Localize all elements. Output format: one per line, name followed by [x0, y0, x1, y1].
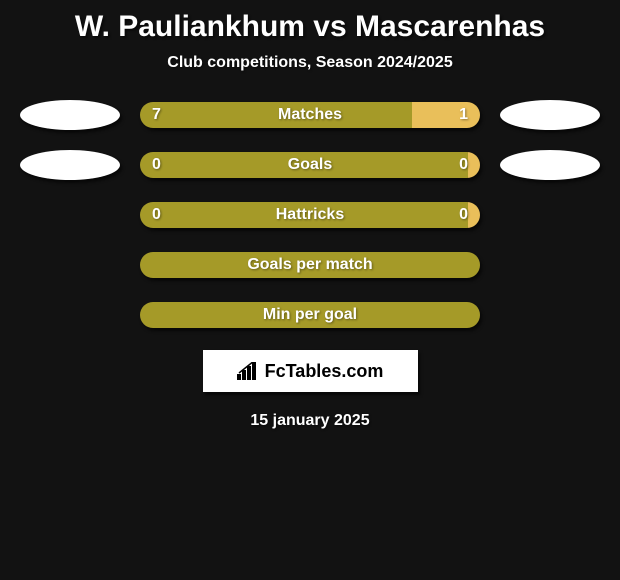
ellipse-spacer	[20, 250, 120, 280]
player-left-ellipse	[20, 100, 120, 130]
stat-bar-left	[140, 302, 480, 328]
ellipse-spacer	[500, 250, 600, 280]
stat-bar-left	[140, 252, 480, 278]
stat-row: 00Goals	[0, 150, 620, 180]
page-title: W. Pauliankhum vs Mascarenhas	[0, 0, 620, 44]
stat-row: Goals per match	[0, 250, 620, 280]
stat-bar: 71Matches	[140, 102, 480, 128]
player-right-ellipse	[500, 100, 600, 130]
stat-bar-left: 0	[140, 152, 468, 178]
stat-bar: Min per goal	[140, 302, 480, 328]
stat-bar-right: 0	[468, 152, 480, 178]
stat-row: Min per goal	[0, 300, 620, 330]
ellipse-spacer	[20, 200, 120, 230]
ellipse-spacer	[20, 300, 120, 330]
stat-bar-left: 0	[140, 202, 468, 228]
player-left-ellipse	[20, 150, 120, 180]
stat-bar: 00Hattricks	[140, 202, 480, 228]
logo-box[interactable]: FcTables.com	[203, 350, 418, 392]
stat-bar: Goals per match	[140, 252, 480, 278]
stat-bar-right: 1	[412, 102, 480, 128]
chart-icon	[237, 362, 259, 380]
date-text: 15 january 2025	[0, 412, 620, 430]
ellipse-spacer	[500, 200, 600, 230]
ellipse-spacer	[500, 300, 600, 330]
subtitle: Club competitions, Season 2024/2025	[0, 54, 620, 72]
player-right-ellipse	[500, 150, 600, 180]
stat-row: 71Matches	[0, 100, 620, 130]
stat-row: 00Hattricks	[0, 200, 620, 230]
stat-bar-left: 7	[140, 102, 412, 128]
stat-bar-right: 0	[468, 202, 480, 228]
logo-text: FcTables.com	[265, 361, 384, 382]
stat-rows: 71Matches 00Goals 00Hattricks Goals per mat…	[0, 100, 620, 330]
stat-bar: 00Goals	[140, 152, 480, 178]
